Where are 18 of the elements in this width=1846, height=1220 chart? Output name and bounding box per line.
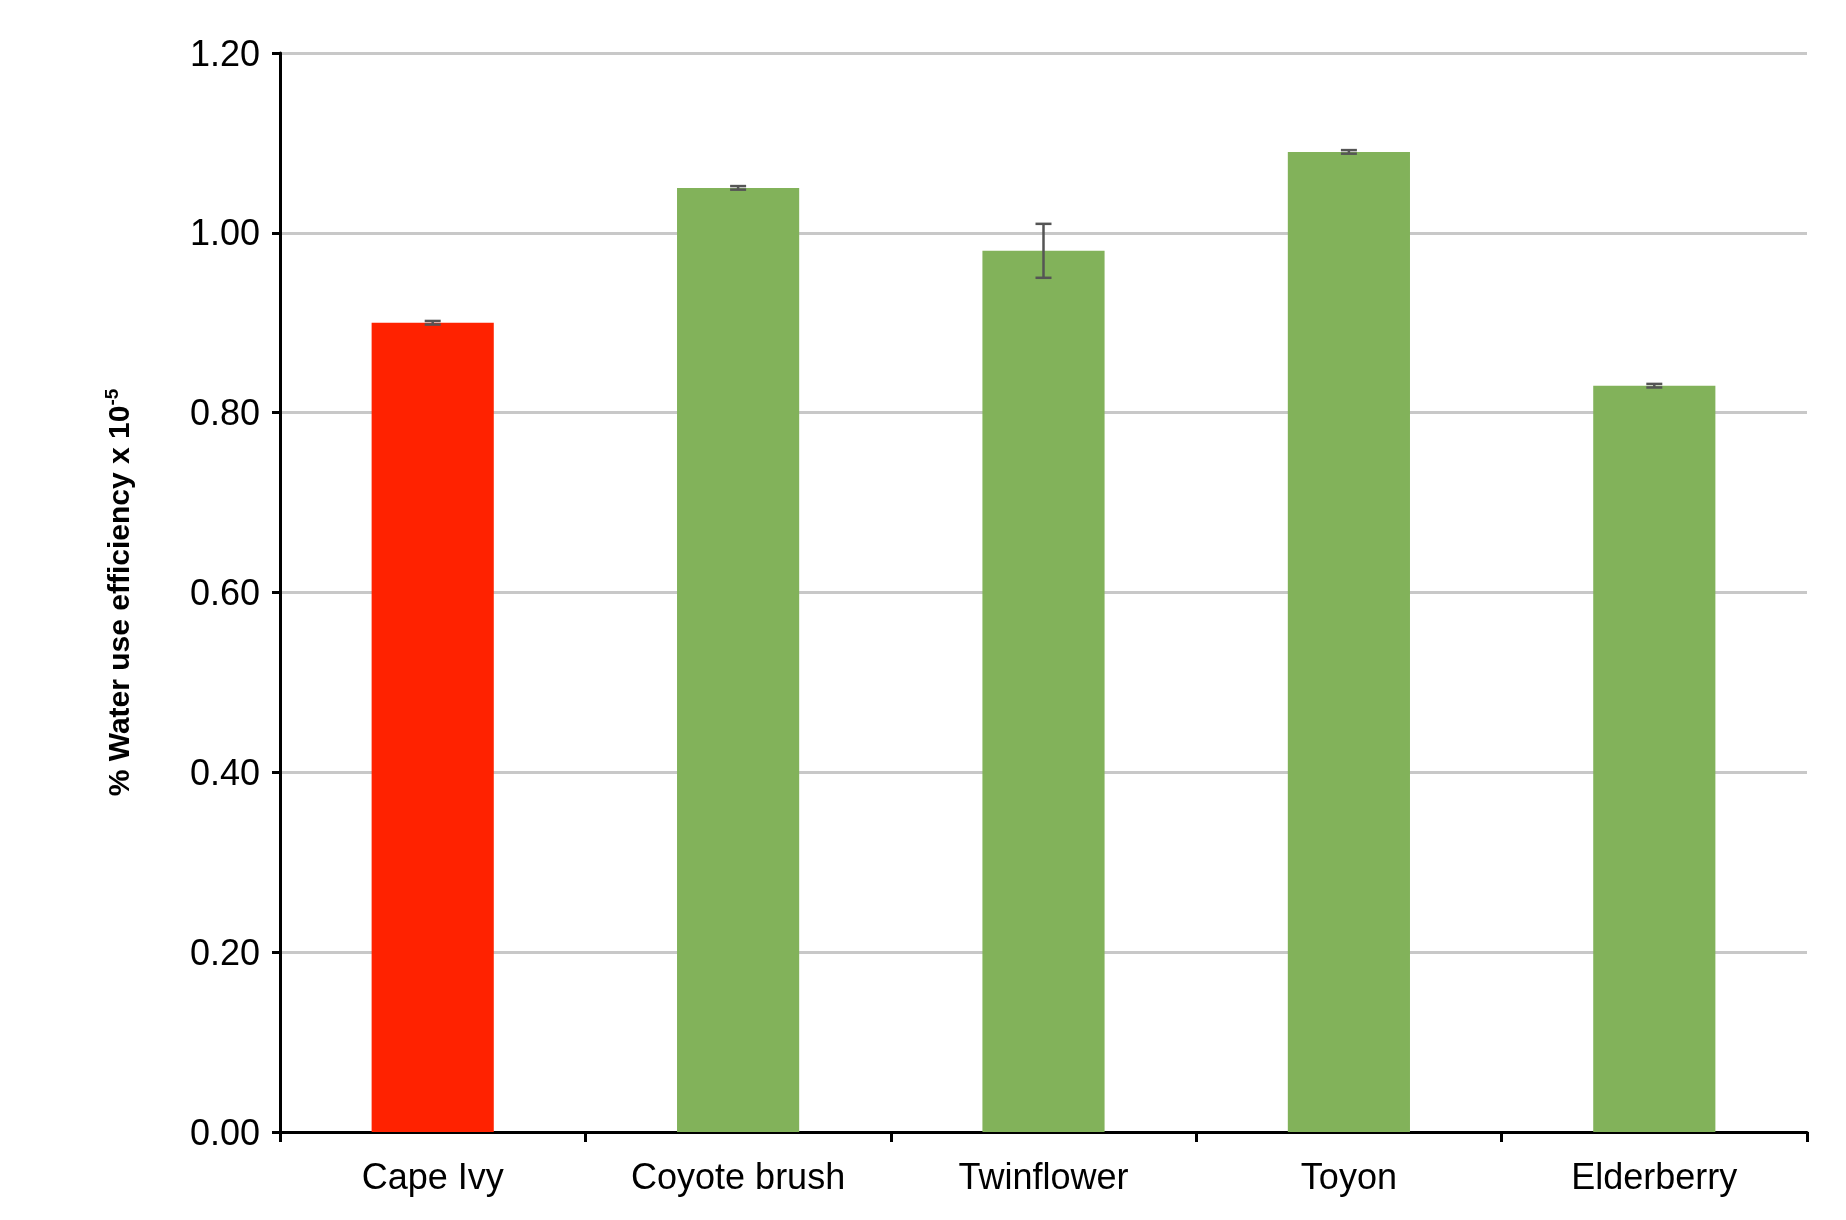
- x-tick-label: Cape Ivy: [361, 1155, 504, 1197]
- x-tick-label: Elderberry: [1571, 1155, 1738, 1197]
- bar: [1593, 385, 1716, 1132]
- y-tick-label: 1.20: [189, 32, 260, 74]
- y-tick-label: 0.60: [189, 572, 260, 613]
- x-tick-label: Coyote brush: [631, 1155, 846, 1197]
- y-tick-label: 0.40: [189, 751, 260, 793]
- x-tick-label: Toyon: [1300, 1155, 1397, 1197]
- y-tick-label: 1.00: [189, 212, 260, 254]
- y-axis-title: % Water use efficiency x 10-5: [101, 388, 135, 797]
- bar: [1287, 151, 1410, 1132]
- y-tick-label: 0.80: [189, 392, 260, 434]
- bar: [371, 322, 494, 1132]
- y-tick-label: 0.00: [189, 1111, 260, 1153]
- bar: [677, 187, 800, 1132]
- bar: [982, 250, 1105, 1132]
- y-tick-label: 0.20: [189, 931, 260, 973]
- x-tick-label: Twinflower: [958, 1155, 1129, 1197]
